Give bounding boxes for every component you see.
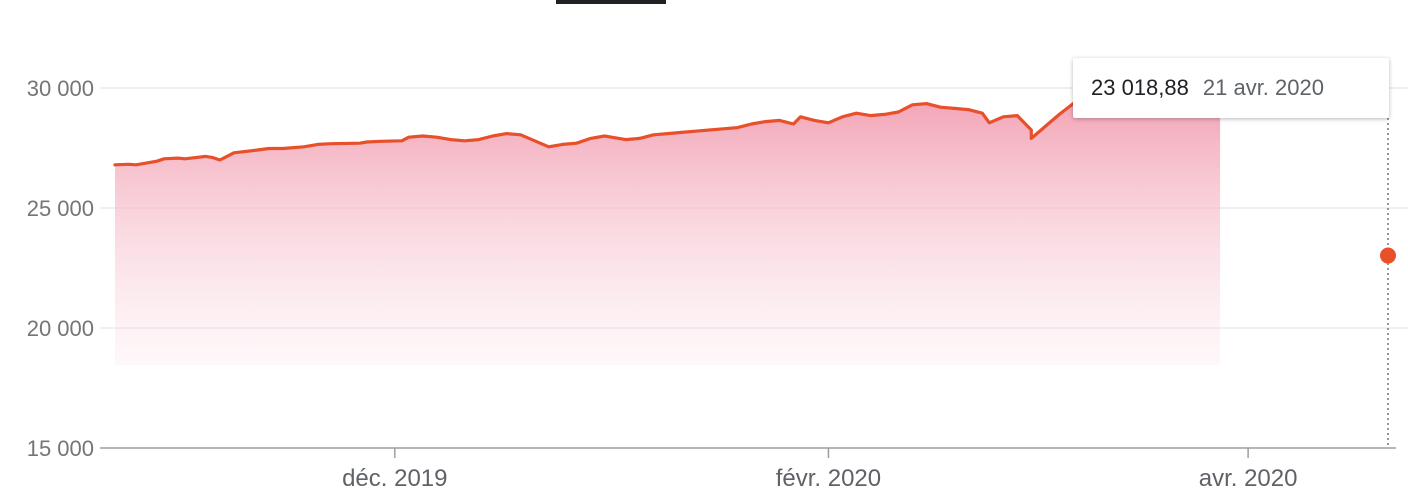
y-tick-label: 15 000 [27, 436, 94, 461]
y-axis-labels: 30 000 25 000 20 000 15 000 [27, 76, 94, 461]
x-tick-label: avr. 2020 [1199, 465, 1298, 492]
x-tick-label: déc. 2019 [342, 465, 447, 492]
hover-point [1380, 247, 1396, 264]
tooltip-date: 21 avr. 2020 [1202, 75, 1324, 100]
active-tab-indicator [556, 0, 666, 4]
series-line [113, 97, 1222, 167]
y-tick-label: 20 000 [27, 316, 94, 341]
y-tick-label: 25 000 [27, 196, 94, 221]
tooltip: 23 018,88 21 avr. 2020 [1073, 58, 1389, 118]
x-axis-ticks: déc. 2019 févr. 2020 avr. 2020 [342, 448, 1297, 492]
tooltip-value: 23 018,88 [1091, 75, 1189, 100]
y-tick-label: 30 000 [27, 76, 94, 101]
area-fill [115, 98, 1221, 366]
x-tick-label: févr. 2020 [776, 465, 881, 492]
